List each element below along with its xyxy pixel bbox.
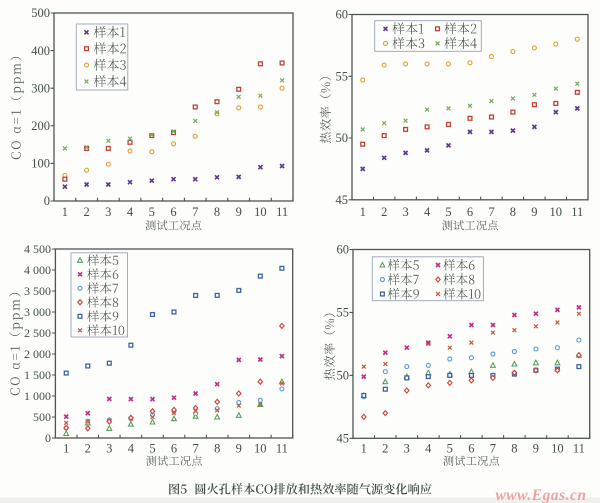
svg-text:4 500: 4 500 [24,242,51,256]
svg-text:8: 8 [510,205,516,219]
svg-text:7: 7 [490,441,496,455]
svg-text:5: 5 [445,205,451,219]
svg-text:400: 400 [31,44,50,58]
svg-text:45: 45 [336,193,349,207]
svg-text:100: 100 [31,157,50,171]
svg-text:55: 55 [336,70,349,84]
svg-text:8: 8 [214,205,220,219]
svg-text:6: 6 [171,441,177,455]
svg-text:10: 10 [254,205,267,219]
svg-text:0: 0 [44,194,50,208]
svg-text:50: 50 [337,369,350,383]
svg-text:0: 0 [45,431,51,445]
svg-text:2: 2 [85,441,91,455]
svg-text:7: 7 [192,205,198,219]
svg-text:1: 1 [63,441,69,455]
svg-text:55: 55 [337,306,350,320]
svg-text:5: 5 [149,441,155,455]
svg-text:4: 4 [128,441,135,455]
svg-text:8: 8 [214,441,220,455]
svg-text:11: 11 [276,441,288,455]
svg-text:3: 3 [402,205,408,219]
svg-text:500: 500 [31,6,50,20]
svg-text:11: 11 [573,441,585,455]
svg-text:6: 6 [467,205,473,219]
svg-text:2 000: 2 000 [24,347,51,361]
svg-text:6: 6 [170,205,176,219]
svg-text:1 500: 1 500 [24,368,51,382]
svg-text:9: 9 [236,205,242,219]
svg-text:4: 4 [424,205,431,219]
svg-text:3 500: 3 500 [24,284,51,298]
svg-text:5: 5 [447,441,453,455]
svg-text:4: 4 [425,441,432,455]
svg-text:300: 300 [31,81,50,95]
svg-text:200: 200 [31,119,50,133]
svg-text:60: 60 [336,8,349,22]
svg-text:7: 7 [192,441,198,455]
svg-text:1: 1 [360,205,366,219]
svg-text:4: 4 [127,205,134,219]
svg-text:2: 2 [83,205,89,219]
svg-text:45: 45 [337,432,350,446]
svg-text:10: 10 [551,441,564,455]
svg-text:3: 3 [404,441,410,455]
svg-text:9: 9 [533,441,539,455]
svg-text:3 000: 3 000 [24,305,51,319]
svg-text:9: 9 [531,205,537,219]
svg-text:7: 7 [488,205,494,219]
svg-text:4 000: 4 000 [24,263,51,277]
svg-text:1 000: 1 000 [24,389,51,403]
svg-text:500: 500 [33,410,51,424]
svg-text:11: 11 [571,205,583,219]
svg-text:6: 6 [468,441,474,455]
svg-text:1: 1 [361,441,367,455]
svg-text:3: 3 [106,441,112,455]
svg-text:50: 50 [336,131,349,145]
svg-text:1: 1 [62,205,68,219]
svg-text:10: 10 [550,205,563,219]
svg-text:10: 10 [254,441,267,455]
svg-text:9: 9 [236,441,242,455]
svg-text:8: 8 [511,441,517,455]
svg-text:11: 11 [276,205,288,219]
svg-text:3: 3 [105,205,111,219]
svg-text:2: 2 [382,441,388,455]
svg-text:2 500: 2 500 [24,326,51,340]
svg-text:5: 5 [149,205,155,219]
svg-text:60: 60 [337,243,350,257]
svg-text:2: 2 [381,205,387,219]
svg-text:www.Egas.cn: www.Egas.cn [495,487,586,503]
